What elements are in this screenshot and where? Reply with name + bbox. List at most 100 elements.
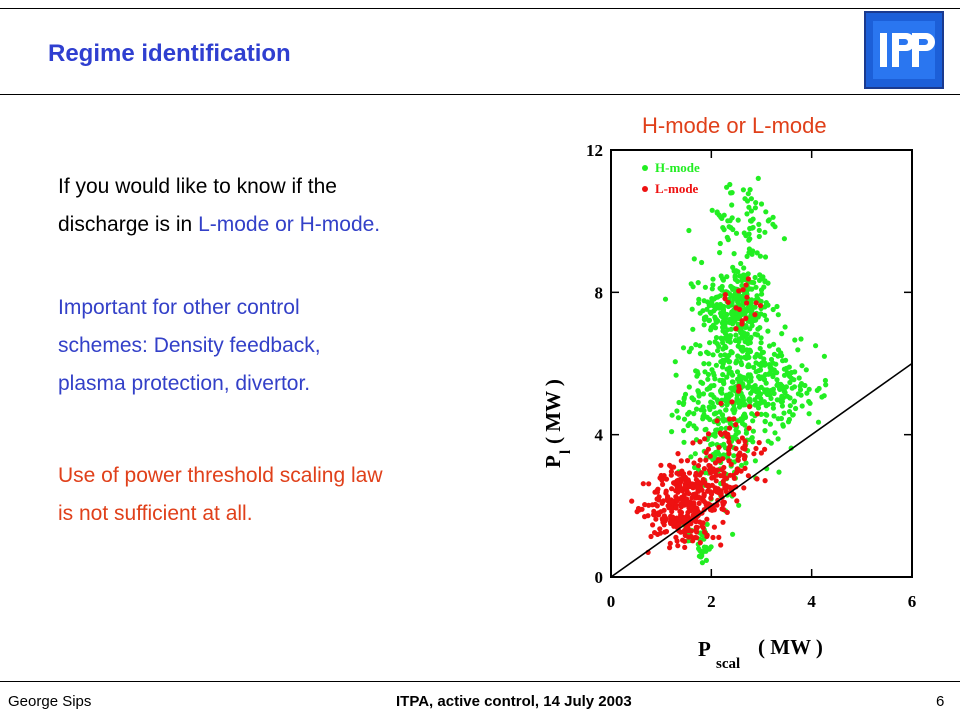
l-mode-point xyxy=(733,470,740,476)
h-mode-point xyxy=(724,184,730,190)
h-mode-point xyxy=(797,383,803,389)
h-mode-point xyxy=(751,364,757,370)
l-mode-point xyxy=(697,457,703,463)
h-mode-point xyxy=(747,218,754,224)
h-mode-point xyxy=(701,322,707,328)
h-mode-point xyxy=(728,225,734,231)
h-mode-point xyxy=(758,298,764,305)
l-mode-point xyxy=(677,485,683,491)
l-mode-point xyxy=(744,300,750,306)
l-mode-point xyxy=(659,477,665,483)
l-mode-point xyxy=(660,498,666,504)
h-mode-point xyxy=(699,560,705,566)
h-mode-point xyxy=(748,312,754,318)
page-number: 6 xyxy=(936,693,945,710)
h-mode-point xyxy=(746,204,752,210)
l-mode-point xyxy=(669,508,675,515)
h-mode-point xyxy=(763,302,769,308)
h-mode-point xyxy=(742,311,748,317)
l-mode-point xyxy=(702,436,708,442)
h-mode-point xyxy=(762,428,768,434)
x-tick-label: 4 xyxy=(807,592,816,611)
h-mode-point xyxy=(736,398,742,404)
h-mode-point xyxy=(745,340,751,346)
h-mode-point xyxy=(680,345,687,351)
h-mode-point xyxy=(768,395,774,401)
l-mode-point xyxy=(754,476,760,482)
h-mode-point xyxy=(741,230,747,236)
l-mode-point xyxy=(697,540,703,546)
l-mode-point xyxy=(699,523,705,529)
h-mode-point xyxy=(713,449,719,456)
h-mode-point xyxy=(681,396,687,402)
l-mode-point xyxy=(669,486,675,492)
h-mode-point xyxy=(724,333,730,339)
h-mode-point xyxy=(706,361,712,367)
l-mode-point xyxy=(658,462,664,468)
h-mode-point xyxy=(704,306,710,312)
l-mode-point xyxy=(667,462,673,468)
h-mode-point xyxy=(804,390,810,396)
h-mode-point xyxy=(728,190,734,196)
paragraph-threshold: Use of power threshold scaling law is no… xyxy=(58,457,383,533)
h-mode-point xyxy=(724,356,730,362)
l-mode-point xyxy=(709,475,715,481)
h-mode-point xyxy=(750,428,756,434)
l-mode-point xyxy=(693,524,699,530)
h-mode-point xyxy=(771,341,777,347)
h-mode-point xyxy=(690,326,696,332)
l-mode-point xyxy=(671,464,677,470)
h-mode-point xyxy=(673,372,679,378)
h-mode-point xyxy=(770,360,776,366)
h-mode-point xyxy=(764,391,770,397)
h-mode-point xyxy=(745,191,751,197)
intro-line-2-text: discharge is in xyxy=(58,213,199,236)
l-mode-point xyxy=(660,481,666,487)
h-mode-point xyxy=(681,416,688,422)
l-mode-point xyxy=(747,404,753,410)
h-mode-point xyxy=(700,380,706,386)
h-mode-point xyxy=(693,342,699,348)
l-mode-point xyxy=(745,473,751,479)
h-mode-point xyxy=(770,401,776,407)
l-mode-point xyxy=(685,509,691,516)
h-mode-point xyxy=(718,273,724,279)
h-mode-point xyxy=(720,359,726,365)
h-mode-point xyxy=(816,385,822,392)
h-mode-point xyxy=(770,306,776,313)
l-mode-point xyxy=(721,473,727,479)
h-mode-point xyxy=(739,420,746,427)
h-mode-point xyxy=(744,211,750,217)
x-axis-label: P scal ( MW ) xyxy=(698,635,823,672)
h-mode-point xyxy=(765,371,771,377)
l-mode-point xyxy=(705,446,711,452)
h-mode-point xyxy=(701,315,708,321)
l-mode-point xyxy=(726,484,732,490)
h-mode-point xyxy=(689,395,695,401)
l-mode-point xyxy=(753,445,759,452)
top-rule xyxy=(0,8,960,9)
h-mode-point xyxy=(706,385,713,391)
l-mode-point xyxy=(694,484,701,490)
h-mode-point xyxy=(767,421,773,427)
h-mode-point xyxy=(724,274,730,280)
l-mode-point xyxy=(714,418,720,424)
h-mode-point xyxy=(744,347,750,353)
h-mode-point xyxy=(783,365,790,371)
l-mode-point xyxy=(724,433,730,439)
h-mode-point xyxy=(750,224,756,231)
h-mode-point xyxy=(718,214,724,220)
h-mode-point xyxy=(770,214,776,220)
h-mode-point xyxy=(727,320,733,326)
h-mode-point xyxy=(705,350,711,357)
h-mode-point xyxy=(762,229,768,235)
h-mode-point xyxy=(733,268,739,274)
h-mode-point xyxy=(703,557,709,563)
h-mode-point xyxy=(756,227,762,233)
h-mode-point xyxy=(728,293,734,299)
h-mode-point xyxy=(766,217,772,223)
l-mode-point xyxy=(678,512,684,518)
l-mode-point xyxy=(654,489,660,495)
l-mode-point xyxy=(693,472,699,479)
h-mode-point xyxy=(717,293,723,299)
